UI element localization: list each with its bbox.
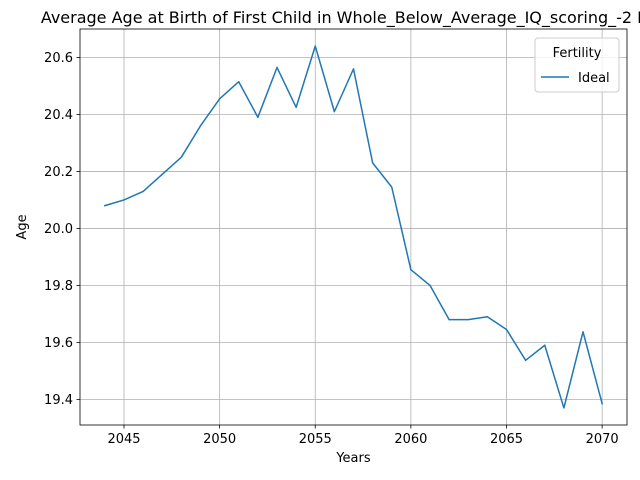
data-point [257,116,259,118]
data-point [544,344,546,346]
data-point [525,359,527,361]
data-point [372,162,374,164]
y-tick-label: 19.6 [44,336,73,351]
data-point [505,328,508,331]
data-point [486,316,488,318]
y-tick-label: 20.6 [44,51,73,66]
data-point [276,66,278,69]
line-layer [103,45,604,409]
x-axis-title: Years [335,451,371,466]
grid-layer [80,29,627,425]
x-tick-label: 2045 [107,432,140,447]
plot-frame [79,28,628,426]
x-tick-label: 2050 [203,432,236,447]
y-tick-label: 19.4 [44,393,73,408]
y-axis-title: Age [15,214,30,239]
x-tick-label: 2060 [394,432,427,447]
data-point [104,205,106,207]
tick-layer: 2045 2050 2055 2060 2065 2070 19.4 19.6 19.8 20.0… [44,51,619,447]
data-point [333,111,335,113]
legend: Fertility Ideal [534,37,620,93]
y-tick-label: 19.8 [44,279,73,294]
data-point [352,68,355,70]
data-point [295,106,297,108]
legend-box [534,37,620,93]
data-point [199,125,202,127]
data-point [391,186,393,188]
data-point [314,45,316,47]
data-point [142,190,144,192]
legend-title: Fertility [553,46,602,61]
y-tick-label: 20.2 [44,165,73,180]
y-tick-label: 20.0 [44,222,73,237]
data-point [467,318,469,321]
chart-title: Average Age at Birth of First Child in W… [41,8,640,28]
data-point [123,199,125,201]
data-point [448,318,450,321]
x-tick-label: 2055 [299,432,332,447]
data-point [429,284,431,287]
legend-label-ideal: Ideal [578,71,610,86]
x-tick-label: 2065 [490,432,523,447]
data-point [601,403,603,405]
data-point [219,98,221,100]
data-point [180,156,182,158]
data-point [563,407,565,409]
data-point [582,331,584,333]
y-tick-label: 20.4 [44,108,73,123]
x-tick-label: 2070 [586,432,619,447]
data-point [238,81,240,83]
data-point [161,173,163,175]
data-point [410,269,412,271]
